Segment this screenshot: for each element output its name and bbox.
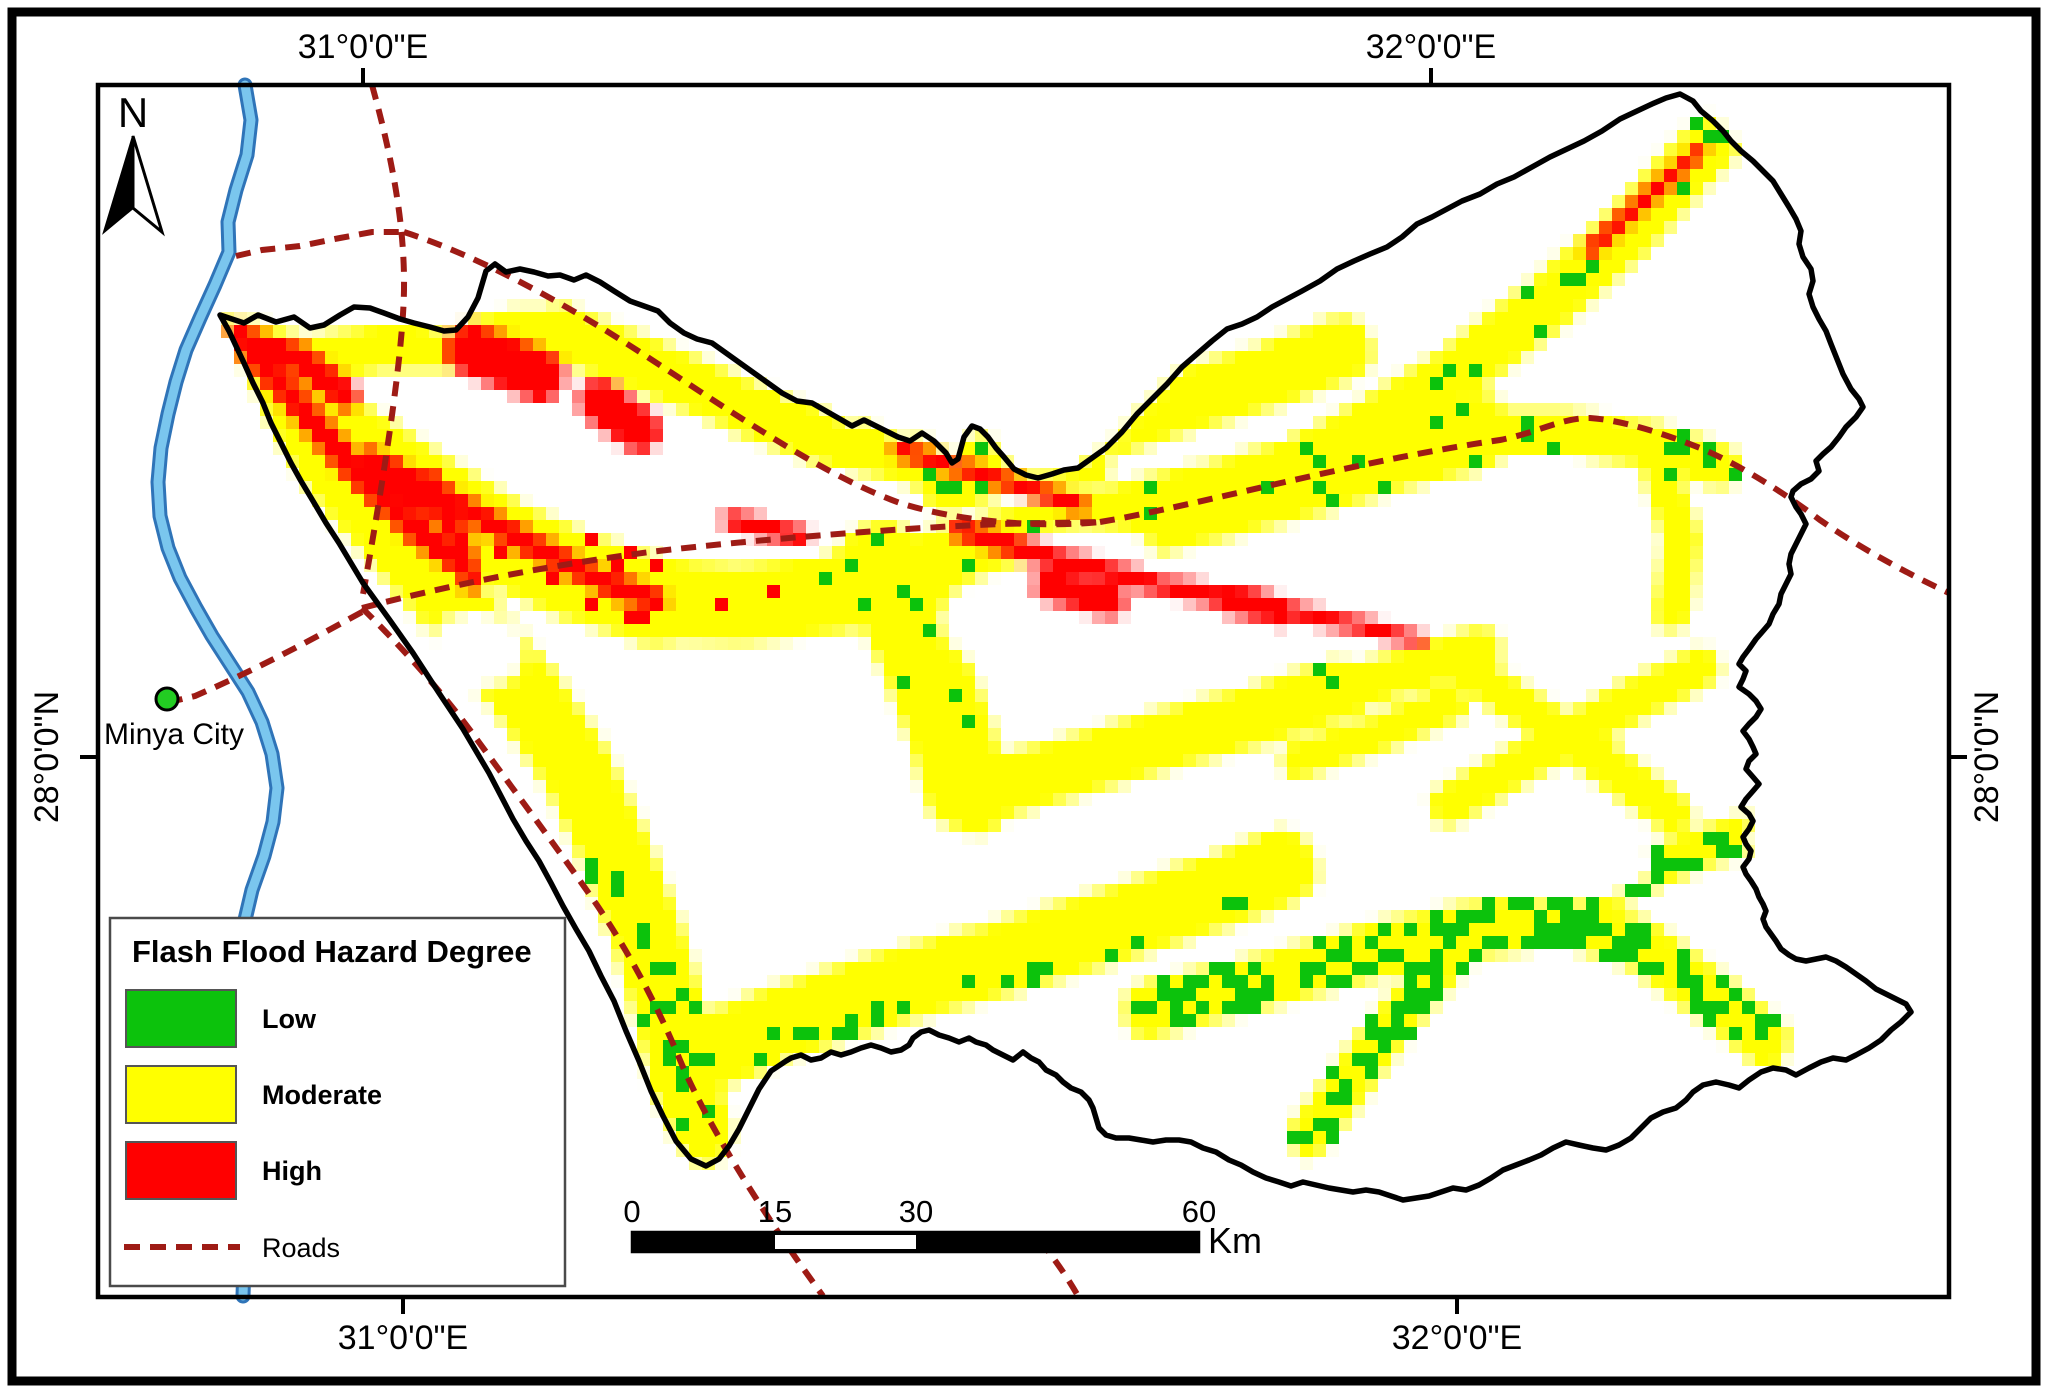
road-northwest-diagonal bbox=[403, 229, 1101, 528]
legend-label-moderate: Moderate bbox=[262, 1080, 382, 1110]
coord-label-left: 28°0'0"N bbox=[28, 691, 66, 823]
scalebar-white-segment bbox=[775, 1235, 916, 1249]
scale-bar: 0 15 30 60 Km bbox=[623, 1194, 1262, 1261]
watershed-boundary bbox=[217, 91, 1914, 1203]
graticule-labels: 31°0'0"E 32°0'0"E 31°0'0"E 32°0'0"E 28°0… bbox=[28, 28, 2006, 1357]
legend-swatch-low bbox=[125, 989, 237, 1048]
coord-label-top-left: 31°0'0"E bbox=[298, 28, 428, 66]
coord-label-right: 28°0'0"N bbox=[1968, 691, 2006, 823]
north-arrow-left-half bbox=[102, 135, 134, 235]
legend: Flash Flood Hazard Degree Low Moderate H… bbox=[108, 916, 567, 1288]
legend-label-high: High bbox=[262, 1156, 322, 1186]
road-junction-east bbox=[361, 519, 1101, 611]
city-marker: Minya City bbox=[104, 686, 244, 751]
legend-label-low: Low bbox=[262, 1004, 317, 1034]
scalebar-tick-0: 0 bbox=[623, 1194, 640, 1229]
scalebar-tick-30: 30 bbox=[899, 1194, 933, 1229]
north-label: N bbox=[118, 89, 148, 136]
legend-swatch-high bbox=[125, 1141, 237, 1200]
city-dot bbox=[154, 686, 180, 712]
city-label: Minya City bbox=[104, 718, 244, 751]
scalebar-unit: Km bbox=[1208, 1220, 1262, 1261]
map-inner-frame bbox=[95, 82, 1952, 1300]
coord-label-bottom-right: 32°0'0"E bbox=[1392, 1319, 1522, 1357]
scalebar-tick-15: 15 bbox=[758, 1194, 792, 1229]
legend-label-roads: Roads bbox=[262, 1233, 340, 1263]
north-arrow-right-half bbox=[131, 135, 165, 237]
legend-title: Flash Flood Hazard Degree bbox=[132, 934, 532, 969]
graticule-ticks bbox=[80, 68, 1967, 1314]
road-west-spur bbox=[235, 229, 404, 259]
scalebar-outline bbox=[630, 1230, 1201, 1254]
coord-label-top-right: 32°0'0"E bbox=[1366, 28, 1496, 66]
coord-label-bottom-left: 31°0'0"E bbox=[338, 1319, 468, 1357]
north-arrow: N bbox=[102, 89, 165, 237]
road-north-vertical bbox=[359, 84, 408, 601]
scalebar-tick-60: 60 bbox=[1182, 1194, 1216, 1229]
map-outer-border bbox=[7, 7, 2041, 1386]
road-main-east bbox=[1099, 414, 1951, 596]
legend-swatch-moderate bbox=[125, 1065, 237, 1124]
